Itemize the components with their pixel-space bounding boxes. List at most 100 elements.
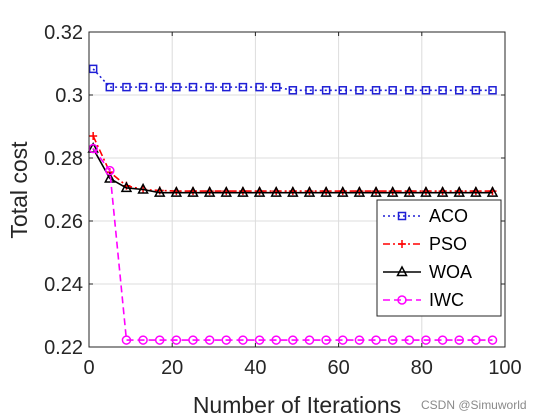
data-point-pso (89, 131, 98, 140)
data-point-aco (155, 82, 164, 92)
data-point-aco (421, 86, 431, 95)
data-point-iwc (454, 335, 464, 345)
data-point-iwc (154, 335, 165, 345)
y-tick-label: 0.3 (55, 85, 83, 107)
data-point-woa (337, 186, 349, 197)
data-point-woa (470, 186, 482, 197)
data-point-iwc (221, 335, 232, 345)
data-point-aco (405, 86, 414, 95)
data-point-aco (355, 86, 364, 95)
data-point-aco (371, 86, 381, 95)
data-point-woa (137, 182, 149, 194)
x-tick-label: 0 (83, 357, 94, 379)
data-point-iwc (387, 335, 398, 345)
data-point-woa (120, 181, 133, 193)
legend-label-iwc: IWC (429, 290, 464, 310)
x-tick-label: 20 (161, 357, 183, 379)
data-point-woa (486, 186, 499, 197)
data-point-woa (436, 186, 449, 197)
y-tick-label: 0.32 (44, 22, 83, 44)
data-point-iwc (238, 335, 248, 345)
data-point-iwc (487, 335, 498, 345)
data-point-woa (237, 186, 249, 197)
x-axis-label: Number of Iterations (193, 392, 401, 418)
data-point-iwc (338, 335, 348, 345)
data-point-aco (271, 82, 281, 92)
data-point-woa (270, 186, 282, 197)
watermark: CSDN @Simuworld (421, 398, 527, 412)
data-point-woa (104, 171, 116, 183)
data-point-aco (305, 86, 314, 95)
legend-marker-aco (397, 211, 407, 221)
data-point-aco (105, 82, 115, 92)
legend-marker-pso (398, 240, 406, 248)
data-point-iwc (304, 335, 315, 345)
data-point-iwc (171, 335, 182, 345)
data-point-iwc (321, 335, 331, 345)
data-point-aco (438, 86, 447, 95)
data-point-iwc (354, 335, 365, 345)
data-point-woa (370, 186, 382, 197)
data-point-aco (321, 86, 331, 95)
data-point-iwc (421, 335, 431, 345)
y-tick-label: 0.24 (44, 274, 83, 296)
data-point-iwc (121, 335, 132, 345)
data-point-woa (220, 186, 233, 197)
x-tick-label: 80 (411, 357, 433, 379)
data-point-aco (288, 86, 298, 95)
x-tick-label: 100 (488, 357, 521, 379)
y-axis-label: Total cost (6, 141, 32, 239)
data-point-woa (453, 186, 465, 197)
data-point-iwc (437, 335, 448, 345)
data-point-iwc (371, 335, 381, 345)
legend-item-pso: PSO (383, 234, 467, 254)
y-tick-label: 0.22 (44, 337, 83, 359)
data-point-aco (122, 82, 131, 92)
y-tick-label: 0.26 (44, 211, 83, 233)
axis-ticks: 0 20 40 60 80 100 0.22 0.24 0.26 0.28 0.3 0.32 (44, 22, 522, 379)
data-point-aco (138, 82, 148, 92)
data-point-aco (88, 64, 98, 74)
data-point-iwc (404, 335, 415, 345)
series-iwc (88, 143, 498, 345)
legend-box (376, 199, 502, 317)
data-point-woa (170, 186, 183, 197)
legend-label-aco: ACO (429, 206, 468, 226)
data-point-iwc (288, 335, 298, 345)
data-point-iwc (188, 335, 198, 345)
data-point-aco (454, 86, 464, 95)
legend-marker-iwc (397, 295, 407, 305)
legend-item-woa: WOA (383, 262, 472, 282)
series-line-iwc (92, 148, 493, 341)
data-point-woa (187, 186, 199, 197)
data-point-woa (320, 186, 332, 197)
legend-label-pso: PSO (429, 234, 467, 254)
data-point-iwc (204, 335, 215, 345)
x-tick-label: 40 (244, 357, 266, 379)
data-point-aco (205, 82, 214, 92)
legend-marker-woa (396, 265, 408, 277)
y-tick-label: 0.28 (44, 148, 83, 170)
series-woa (87, 141, 499, 197)
data-point-woa (303, 186, 316, 197)
legend-label-woa: WOA (429, 262, 472, 282)
data-point-aco (172, 82, 181, 92)
plot-frame (88, 31, 506, 348)
legend: ACO PSO WOA IWC (376, 199, 502, 317)
data-point-aco (338, 86, 348, 95)
data-point-iwc (471, 335, 481, 345)
legend-item-iwc: IWC (383, 290, 464, 310)
x-tick-label: 60 (327, 357, 349, 379)
data-point-iwc (271, 335, 281, 345)
data-point-woa (403, 186, 416, 197)
data-point-aco (488, 86, 497, 95)
data-point-woa (203, 186, 216, 197)
series-aco (88, 64, 497, 95)
data-point-woa (287, 186, 299, 197)
data-point-woa (253, 186, 266, 197)
series-line-woa (92, 148, 493, 194)
data-point-aco (255, 82, 264, 92)
data-point-iwc (105, 165, 115, 176)
data-point-woa (420, 186, 432, 197)
data-point-aco (222, 82, 231, 92)
